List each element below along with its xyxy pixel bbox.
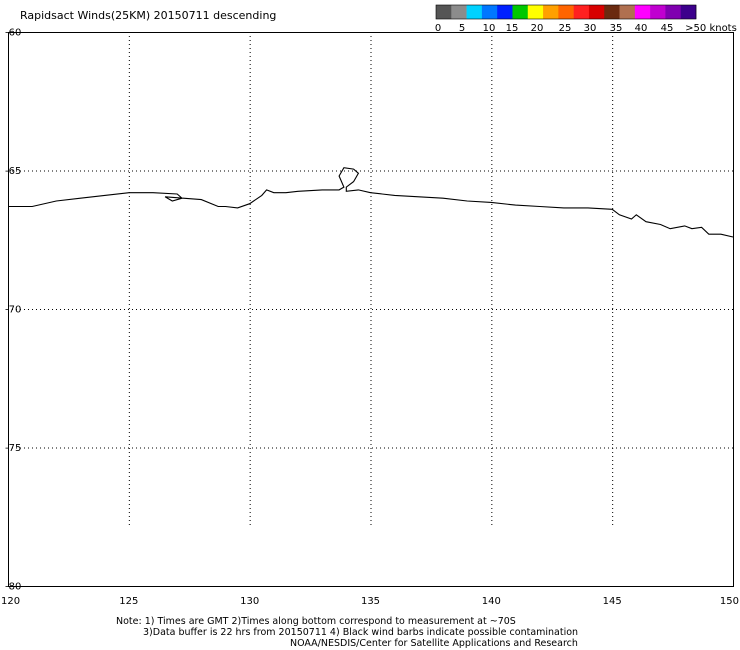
- colorbar-swatch: [481, 5, 498, 19]
- colorbar-swatch: [634, 5, 651, 19]
- colorbar-label: 25: [559, 23, 572, 34]
- latitude-tick-label: -65: [5, 166, 21, 177]
- graticule-grid: [8, 32, 733, 528]
- colorbar-swatch: [680, 5, 697, 19]
- colorbar-swatch: [604, 5, 620, 19]
- longitude-tick-label: 150: [720, 596, 739, 607]
- colorbar-swatch: [451, 5, 467, 19]
- latitude-tick-label: -80: [5, 582, 21, 593]
- note-line-3: NOAA/NESDIS/Center for Satellite Applica…: [290, 638, 578, 649]
- colorbar-swatch: [588, 5, 605, 19]
- map-title: Rapidsact Winds(25KM) 20150711 descendin…: [20, 9, 277, 22]
- antarctic-coastline: [8, 167, 734, 238]
- colorbar-label: 45: [661, 23, 674, 34]
- colorbar-swatch: [619, 5, 636, 19]
- note-line-1: Note: 1) Times are GMT 2)Times along bot…: [116, 616, 516, 627]
- colorbar-label: 5: [459, 23, 465, 34]
- wind-speed-colorbar: [435, 4, 697, 20]
- longitude-labels: 120 125 130 135 140 145 150: [1, 596, 739, 607]
- colorbar-label: 15: [506, 23, 519, 34]
- colorbar-label: 40: [635, 23, 648, 34]
- colorbar-swatch: [466, 5, 483, 19]
- colorbar-swatch: [512, 5, 529, 19]
- colorbar-swatch: [650, 5, 666, 19]
- colorbar-swatch: [665, 5, 682, 19]
- latitude-tick-label: -70: [5, 305, 21, 316]
- note-line-2: 3)Data buffer is 22 hrs from 20150711 4)…: [143, 627, 579, 638]
- map-border: [8, 32, 734, 587]
- colorbar-label: 30: [584, 23, 597, 34]
- longitude-tick-label: 125: [119, 596, 138, 607]
- colorbar-label: 35: [610, 23, 623, 34]
- colorbar-swatch: [573, 5, 590, 19]
- colorbar-label: 20: [531, 23, 544, 34]
- latitude-tick-label: -75: [5, 443, 21, 454]
- latitude-labels: -60 -65 -70 -75 -80: [5, 28, 21, 593]
- longitude-tick-label: 145: [603, 596, 622, 607]
- colorbar-swatch: [543, 5, 559, 19]
- colorbar-swatch: [527, 5, 544, 19]
- colorbar-swatch: [436, 5, 452, 19]
- longitude-tick-label: 140: [482, 596, 501, 607]
- latitude-tick-label: -60: [5, 28, 21, 39]
- longitude-tick-label: 120: [1, 596, 20, 607]
- colorbar-swatch: [497, 5, 513, 19]
- wind-speed-labels: 0 5 10 15 20 25 30 35 40 45 >50 knots: [435, 23, 737, 34]
- colorbar-label: >50 knots: [685, 23, 737, 34]
- colorbar-swatch: [558, 5, 574, 19]
- longitude-tick-label: 130: [240, 596, 259, 607]
- colorbar-label: 10: [483, 23, 496, 34]
- colorbar-label: 0: [435, 23, 441, 34]
- longitude-tick-label: 135: [361, 596, 380, 607]
